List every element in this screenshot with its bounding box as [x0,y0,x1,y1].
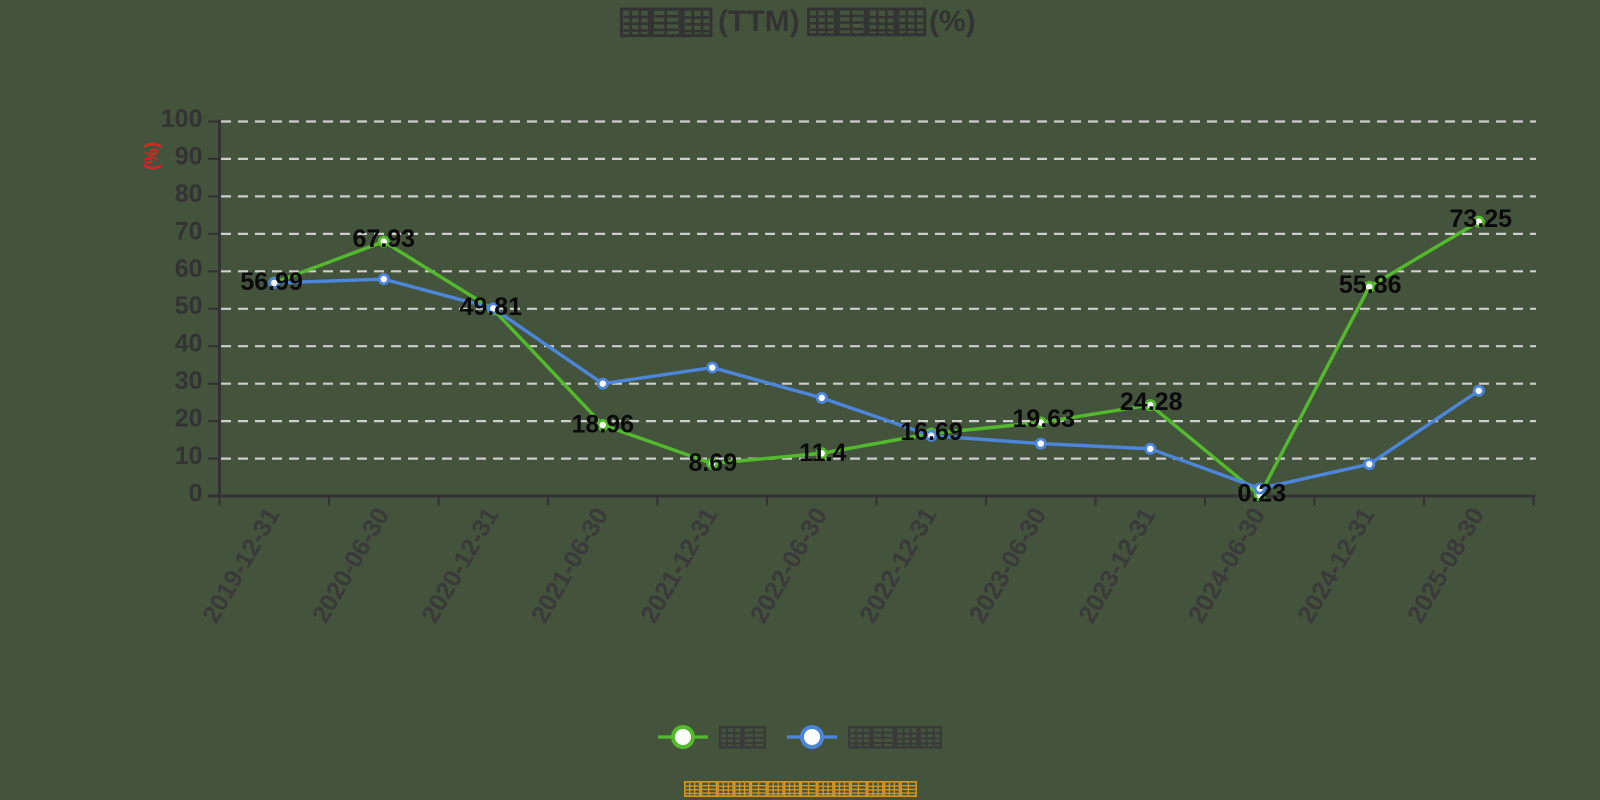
svg-text:73.25: 73.25 [1450,205,1513,233]
svg-text:80: 80 [175,180,203,208]
svg-text:19.63: 19.63 [1013,405,1076,433]
svg-text:24.28: 24.28 [1120,388,1183,416]
svg-text:(%): (%) [142,142,162,170]
svg-text:10: 10 [175,442,203,470]
svg-text:55.86: 55.86 [1339,271,1402,299]
svg-text:56.99: 56.99 [240,268,303,296]
svg-text:8.69: 8.69 [688,449,737,477]
svg-text:11.4: 11.4 [799,439,846,467]
svg-text:0.23: 0.23 [1237,480,1286,508]
svg-text:49.81: 49.81 [460,293,523,321]
svg-text:50: 50 [175,292,203,320]
svg-text:40: 40 [175,330,203,358]
svg-text:16.69: 16.69 [900,418,963,446]
svg-text:100: 100 [161,105,203,133]
svg-text:30: 30 [175,367,203,395]
svg-text:20: 20 [175,405,203,433]
svg-text:67.93: 67.93 [353,225,416,253]
svg-text:18.96: 18.96 [572,411,635,439]
svg-text:60: 60 [175,255,203,283]
svg-text:0: 0 [189,480,203,508]
svg-text:(%): (%) [929,5,976,38]
svg-text:90: 90 [175,142,203,170]
svg-text:(TTM): (TTM) [718,5,800,38]
svg-text:70: 70 [175,217,203,245]
